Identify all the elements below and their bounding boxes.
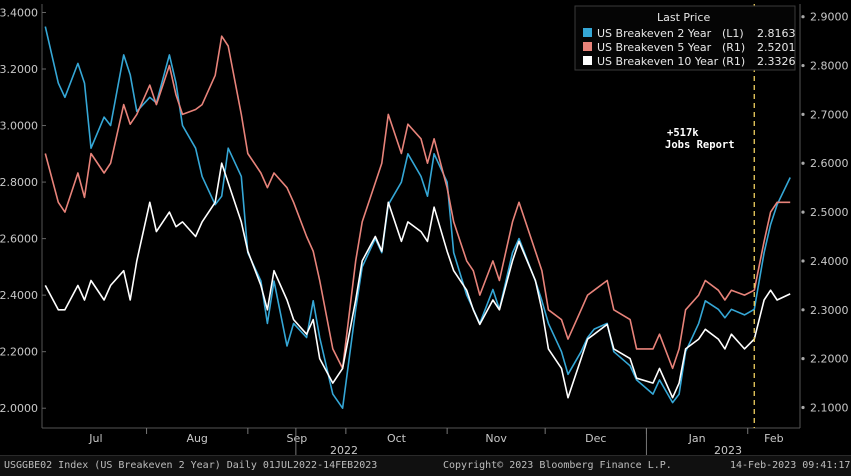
month-label-jan: Jan [688,432,706,445]
month-label-nov: Nov [485,432,507,445]
grid [41,4,801,429]
series-lines [44,26,791,410]
right-tick-mark-2 [801,112,805,116]
right-tick-label-6: 2.3000 [810,304,849,317]
series-line-10y [44,162,791,399]
footer-bar: USGGBE02 Index (US Breakeven 2 Year) Dai… [0,455,851,476]
right-tick-mark-3 [801,161,805,165]
chart-background [0,0,851,455]
legend-name-2y: US Breakeven 2 Year [597,27,712,40]
right-tick-mark-6 [801,308,805,312]
legend-axis-10y: (R1) [722,55,745,68]
left-tick-label-6: 2.2000 [0,346,38,359]
legend: Last Price US Breakeven 2 Year (L1) 2.81… [574,5,796,71]
footer-timestamp: 14-Feb-2023 09:41:17 [730,460,851,471]
left-tick-label-2: 3.0000 [0,120,38,133]
month-label-jul: Jul [88,432,102,445]
legend-box [574,5,796,71]
legend-axis-2y: (L1) [722,27,744,40]
right-tick-label-5: 2.4000 [810,255,849,268]
legend-last-2y: 2.8163 [757,27,796,40]
annotation: +517k Jobs Report [665,4,755,428]
right-tick-mark-8 [801,405,805,410]
legend-swatch-5y [583,42,592,51]
right-tick-mark-1 [801,63,805,68]
right-tick-mark-4 [801,210,805,214]
year-label-2022: 2022 [330,444,358,455]
footer-copyright: Copyright© 2023 Bloomberg Finance L.P. [443,460,672,471]
chart: 3.4000 3.2000 3.0000 2.8000 2.6000 2.4000 2.20… [0,0,851,455]
right-tick-label-2: 2.7000 [810,108,849,121]
right-tick-label-1: 2.8000 [810,60,849,73]
year-label-2023: 2023 [714,444,742,455]
legend-axis-5y: (R1) [722,41,745,54]
left-tick-label-5: 2.4000 [0,289,38,302]
right-tick-mark-7 [801,357,805,361]
footer-index-info: USGGBE02 Index (US Breakeven 2 Year) Dai… [4,460,378,471]
left-axis: 3.4000 3.2000 3.0000 2.8000 2.6000 2.4000 2.20… [0,6,46,415]
legend-last-10y: 2.3326 [757,55,796,68]
right-tick-mark-0 [801,15,805,19]
right-axis: 2.9000 2.8000 2.7000 2.6000 2.5000 2.4000 2.30… [801,11,849,414]
right-tick-label-8: 2.1000 [810,401,849,414]
left-tick-label-1: 3.2000 [0,63,38,76]
month-label-aug: Aug [186,432,207,445]
right-tick-label-7: 2.2000 [810,353,849,366]
legend-swatch-2y [583,28,592,37]
series-line-2y [44,26,791,410]
legend-name-10y: US Breakeven 10 Year [597,55,719,68]
x-axis: Jul Aug Sep Oct Nov Dec Jan Feb 2022 2023 [88,428,784,455]
left-tick-label-3: 2.8000 [0,176,38,189]
annotation-line-2: Jobs Report [665,139,735,151]
left-tick-label-7: 2.0000 [0,402,38,415]
legend-name-5y: US Breakeven 5 Year [597,41,712,54]
right-tick-mark-5 [801,259,805,263]
legend-swatch-10y [583,56,592,65]
right-tick-label-4: 2.5000 [810,206,849,219]
month-label-dec: Dec [585,432,606,445]
right-tick-label-0: 2.9000 [810,11,849,24]
legend-header: Last Price [657,11,710,24]
left-tick-label-0: 3.4000 [0,6,38,19]
month-label-sep: Sep [286,432,307,445]
month-label-oct: Oct [387,432,407,445]
series-line-5y [44,35,791,370]
right-tick-label-3: 2.6000 [810,157,849,170]
annotation-line-1: +517k [667,127,699,139]
legend-last-5y: 2.5201 [757,41,796,54]
left-tick-label-4: 2.6000 [0,233,38,246]
month-label-feb: Feb [764,432,783,445]
